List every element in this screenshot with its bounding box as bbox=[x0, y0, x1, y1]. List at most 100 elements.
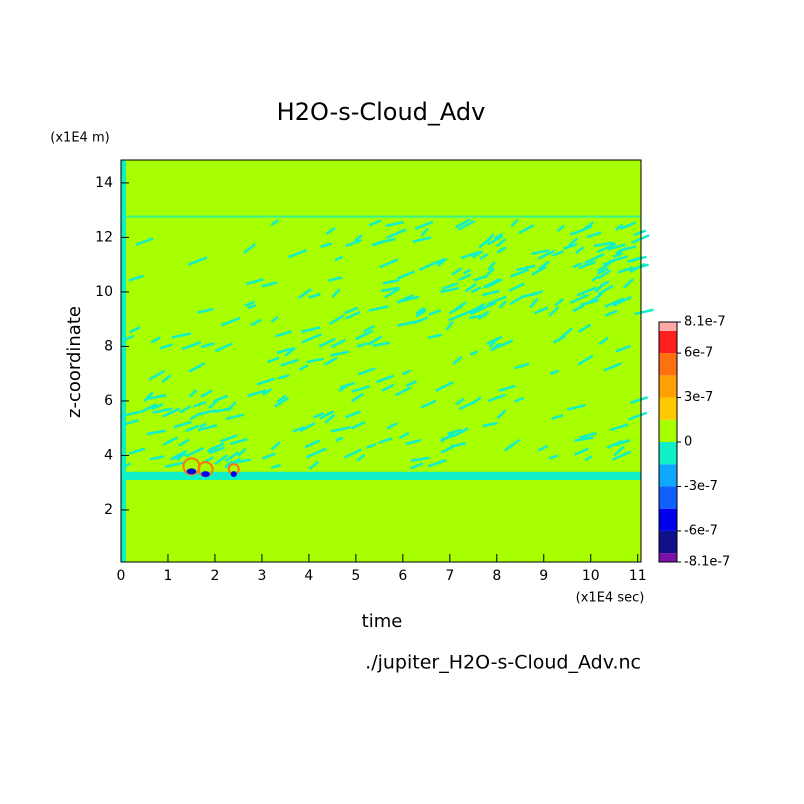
colorbar-tick-label: 3e-7 bbox=[684, 390, 713, 405]
field-streak bbox=[609, 423, 629, 432]
plot-frame bbox=[120, 159, 642, 563]
field-streak bbox=[634, 308, 654, 316]
field-streak bbox=[490, 342, 501, 352]
field-streak bbox=[436, 257, 445, 265]
field-streak bbox=[308, 460, 320, 470]
field-streak bbox=[548, 454, 559, 460]
field-streak bbox=[284, 346, 296, 357]
field-streak bbox=[487, 261, 496, 271]
colorbar-band bbox=[659, 442, 677, 465]
field-streak bbox=[598, 336, 609, 346]
field-streak bbox=[613, 445, 625, 457]
field-streak bbox=[328, 276, 343, 282]
field-streak bbox=[261, 281, 278, 288]
y-axis-label: z-coordinate bbox=[64, 306, 85, 418]
field-streak bbox=[577, 354, 594, 366]
field-streak bbox=[345, 238, 363, 248]
field-streak bbox=[330, 425, 352, 433]
field-streak bbox=[496, 246, 507, 254]
field-streak bbox=[345, 410, 361, 419]
field-streak bbox=[147, 393, 167, 401]
colorbar-band bbox=[659, 353, 677, 376]
field-streak bbox=[586, 231, 602, 239]
field-streak bbox=[161, 374, 172, 384]
field-streak bbox=[200, 342, 215, 349]
colorbar-tick-label: -3e-7 bbox=[684, 479, 718, 494]
field-streak bbox=[320, 242, 333, 248]
field-streak bbox=[604, 297, 625, 308]
field-streak bbox=[343, 306, 359, 315]
field-streak bbox=[124, 410, 141, 417]
field-streak bbox=[329, 314, 345, 325]
colorbar-tick-label: 8.1e-7 bbox=[684, 315, 726, 330]
field-streak bbox=[179, 405, 192, 414]
field-streak bbox=[440, 433, 459, 441]
field-streak bbox=[386, 228, 407, 239]
field-streak bbox=[170, 452, 187, 461]
field-streak bbox=[468, 313, 488, 320]
field-streak bbox=[338, 384, 347, 393]
field-streak bbox=[306, 357, 324, 364]
y-tick-label: 4 bbox=[104, 447, 113, 463]
field-streak bbox=[473, 274, 489, 282]
field-streak bbox=[435, 380, 454, 393]
field-streak bbox=[237, 447, 247, 457]
field-streak bbox=[487, 393, 506, 403]
field-streak bbox=[454, 218, 471, 229]
field-streak bbox=[152, 407, 173, 414]
field-streak bbox=[209, 446, 225, 455]
field-streak bbox=[440, 286, 460, 294]
field-blob bbox=[230, 471, 237, 478]
field-band bbox=[121, 215, 641, 218]
field-streak bbox=[470, 286, 482, 294]
field-streak bbox=[162, 407, 181, 418]
field-streak bbox=[382, 278, 400, 285]
field-streak bbox=[188, 388, 198, 398]
field-streak bbox=[351, 420, 366, 430]
field-streak bbox=[171, 332, 192, 339]
field-streak bbox=[410, 456, 430, 463]
field-streak bbox=[143, 391, 154, 403]
field-streak bbox=[629, 262, 646, 274]
field-streak bbox=[378, 437, 393, 444]
x-tick-label: 11 bbox=[629, 568, 647, 584]
field-streak bbox=[451, 267, 463, 276]
field-streak bbox=[379, 258, 399, 269]
colorbar-band bbox=[659, 553, 677, 562]
field-streak bbox=[275, 330, 292, 338]
x-tick-label: 9 bbox=[539, 568, 548, 584]
field-streak bbox=[567, 403, 586, 411]
field-streak bbox=[570, 293, 590, 304]
colorbar-band bbox=[659, 330, 677, 354]
field-streak bbox=[351, 385, 370, 393]
field-streak bbox=[188, 362, 206, 373]
field-streak bbox=[633, 229, 647, 237]
field-streak bbox=[409, 462, 424, 470]
field-streak bbox=[628, 411, 648, 421]
field-streak bbox=[150, 336, 161, 344]
colorbar-band bbox=[659, 322, 677, 331]
field-streak bbox=[122, 462, 132, 469]
field-streak bbox=[412, 236, 432, 244]
field-streak bbox=[418, 260, 438, 272]
field-streak bbox=[604, 309, 618, 317]
field-streak bbox=[531, 265, 547, 276]
field-streak bbox=[579, 431, 597, 439]
field-streak bbox=[274, 396, 290, 408]
field-streak bbox=[580, 299, 599, 307]
field-streak bbox=[415, 307, 425, 315]
field-streak bbox=[574, 447, 589, 456]
field-streak bbox=[584, 455, 593, 462]
field-streak bbox=[339, 381, 356, 389]
field-streak bbox=[485, 233, 495, 244]
field-streak bbox=[469, 350, 479, 356]
field-streak bbox=[358, 367, 376, 376]
field-streak bbox=[187, 256, 208, 266]
field-streak bbox=[485, 278, 503, 289]
field-streak bbox=[301, 326, 321, 333]
field-streak bbox=[414, 220, 434, 230]
field-streak bbox=[578, 260, 596, 270]
field-streak bbox=[405, 438, 422, 446]
field-streak bbox=[245, 278, 264, 286]
field-streak bbox=[244, 300, 256, 307]
